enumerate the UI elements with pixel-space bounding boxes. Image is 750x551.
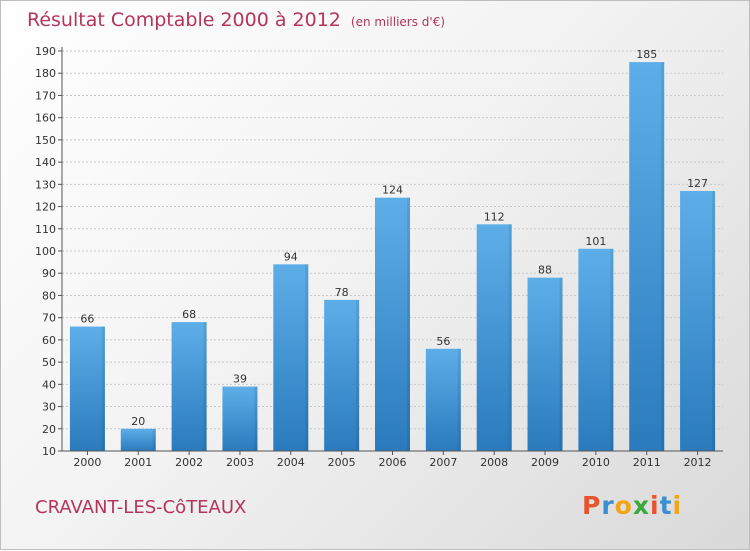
y-tick-label: 190: [35, 45, 56, 58]
data-label: 68: [182, 308, 196, 321]
logo-letter: r: [601, 491, 615, 520]
y-tick-label: 10: [42, 445, 56, 458]
data-label: 185: [636, 48, 657, 61]
y-tick-label: 20: [42, 423, 56, 436]
bar-2000: [69, 326, 105, 451]
bar-2001: [120, 428, 156, 451]
y-tick-label: 70: [42, 312, 56, 325]
x-tick-label: 2008: [480, 456, 508, 469]
x-tick-label: 2007: [429, 456, 457, 469]
y-tick-label: 100: [35, 245, 56, 258]
x-tick-label: 2002: [175, 456, 203, 469]
logo-letter: x: [632, 491, 650, 520]
data-label: 20: [131, 415, 145, 428]
x-tick-label: 2000: [73, 456, 101, 469]
x-tick-label: 2001: [124, 456, 152, 469]
bar-2009: [527, 277, 563, 451]
bar-shade: [559, 277, 563, 451]
data-label: 127: [687, 177, 708, 190]
y-tick-label: 150: [35, 134, 56, 147]
data-labels: 66 20 68 39 94 78 124 56 112 88 101 185 127: [80, 48, 708, 428]
x-tick-label: 2011: [633, 456, 661, 469]
data-label: 112: [484, 210, 505, 223]
bar-shade: [661, 62, 665, 451]
x-tick-label: 2003: [226, 456, 254, 469]
bar-shade: [457, 348, 461, 451]
y-tick-label: 130: [35, 178, 56, 191]
y-tick-label: 170: [35, 89, 56, 102]
y-tick-label: 90: [42, 267, 56, 280]
bar-shade: [203, 322, 207, 451]
bar-shade: [152, 428, 156, 451]
logo-letter: i: [672, 491, 683, 520]
data-label: 39: [233, 373, 247, 386]
logo-letter: P: [582, 491, 602, 520]
bar-2003: [222, 386, 258, 451]
bar-2012: [680, 191, 716, 451]
x-tick-label: 2009: [531, 456, 559, 469]
y-tick-label: 40: [42, 378, 56, 391]
bars: [69, 62, 716, 451]
proxiti-logo: Proxiti: [582, 491, 682, 520]
axes: 10 20 30 40 50 60 70 80 90 100 110 120 130 140 150 160 1…: [35, 45, 723, 469]
logo-letter: i: [650, 491, 660, 520]
x-tick-label: 2012: [684, 456, 712, 469]
y-tick-label: 30: [42, 401, 56, 414]
data-label: 66: [80, 313, 94, 326]
logo-letter: t: [659, 491, 673, 520]
x-tick-label: 2010: [582, 456, 610, 469]
logo-letter: o: [614, 491, 633, 520]
bar-2011: [629, 62, 665, 451]
bar-2007: [425, 348, 461, 451]
y-tick-label: 140: [35, 156, 56, 169]
bar-shade: [508, 224, 512, 451]
bar-2005: [324, 299, 360, 451]
bar-shade: [712, 191, 716, 451]
y-tick-label: 160: [35, 112, 56, 125]
x-tick-label: 2004: [277, 456, 305, 469]
bar-2006: [375, 197, 410, 451]
x-tick-label: 2006: [379, 456, 407, 469]
y-tick-label: 120: [35, 201, 56, 214]
data-label: 88: [538, 264, 552, 277]
bar-shade: [407, 197, 410, 451]
bar-shade: [101, 326, 105, 451]
y-tick-label: 180: [35, 67, 56, 80]
data-label: 94: [284, 250, 298, 263]
y-tick-label: 80: [42, 289, 56, 302]
bar-shade: [610, 248, 614, 451]
bar-shade: [305, 264, 309, 451]
bar-shade: [254, 386, 258, 451]
y-tick-label: 60: [42, 334, 56, 347]
bar-2008: [476, 224, 512, 451]
y-tick-label: 110: [35, 223, 56, 236]
chart-title: Résultat Comptable 2000 à 2012 (en millie…: [27, 9, 445, 31]
data-label: 78: [335, 286, 349, 299]
x-tick-label: 2005: [328, 456, 356, 469]
bar-shade: [356, 299, 360, 451]
bar-2004: [273, 264, 309, 451]
data-label: 56: [436, 335, 450, 348]
y-tick-label: 50: [42, 356, 56, 369]
title-text: Résultat Comptable 2000 à 2012: [27, 9, 341, 31]
chart-subtitle: (en milliers d'€): [350, 15, 446, 29]
data-label: 101: [585, 235, 606, 248]
data-label: 124: [382, 184, 403, 197]
commune-name: CRAVANT-LES-CôTEAUX: [35, 497, 247, 518]
bar-2002: [171, 322, 207, 451]
bar-2010: [578, 248, 614, 451]
